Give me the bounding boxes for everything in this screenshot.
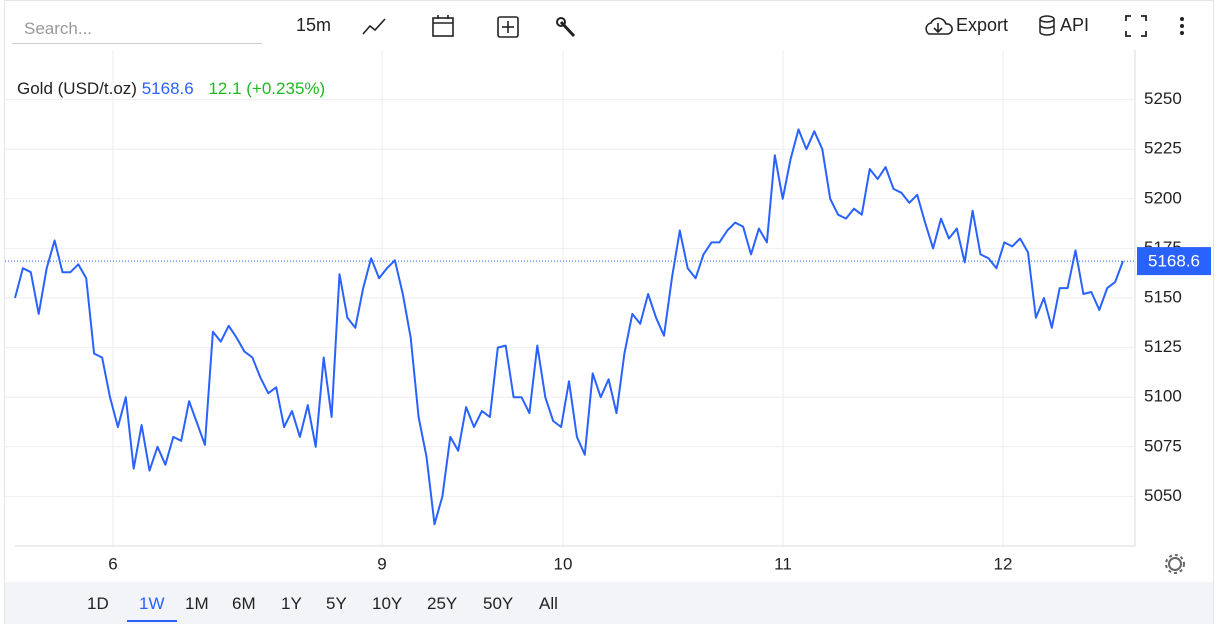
- gear-icon[interactable]: [1165, 554, 1185, 574]
- range-button[interactable]: 50Y: [483, 594, 514, 613]
- search-box[interactable]: Search...: [12, 14, 262, 44]
- window-icons: [1125, 15, 1184, 37]
- api-icon[interactable]: [1038, 14, 1058, 38]
- tool-icons: [362, 15, 576, 38]
- y-tick-label: 5150: [1144, 287, 1182, 306]
- api-button[interactable]: API: [1060, 15, 1090, 35]
- y-tick-label: 5200: [1144, 188, 1182, 207]
- add-indicator-icon[interactable]: [497, 16, 519, 38]
- range-button[interactable]: 1M: [185, 594, 209, 613]
- x-tick-label: 6: [108, 554, 117, 573]
- range-button[interactable]: All: [539, 594, 558, 613]
- range-button[interactable]: 1D: [87, 594, 109, 613]
- range-button[interactable]: 25Y: [427, 594, 458, 613]
- export-button[interactable]: Export: [956, 15, 1009, 35]
- y-tick-label: 5225: [1144, 139, 1182, 158]
- price-line: [14, 128, 1124, 526]
- x-tick-label: 12: [994, 554, 1013, 573]
- fullscreen-icon[interactable]: [1125, 15, 1147, 37]
- range-button[interactable]: 6M: [232, 594, 256, 613]
- legend: Gold (USD/t.oz) 5168.6 12.1 (+0.235%): [17, 79, 325, 99]
- x-tick-label: 11: [774, 554, 792, 573]
- export-icon[interactable]: [922, 14, 956, 40]
- settings-wrench-icon[interactable]: [556, 17, 576, 38]
- range-bar: 1D 1W 1M 6M 1Y 5Y 10Y 25Y 50Y All: [5, 582, 1213, 624]
- interval[interactable]: 15m: [296, 15, 332, 35]
- y-tick-label: 5125: [1144, 337, 1182, 356]
- last-price-badge: [1137, 247, 1211, 276]
- calendar-icon[interactable]: [432, 15, 454, 37]
- x-tick-label: 10: [554, 554, 573, 573]
- toolbar: Search... 15m Export API: [0, 0, 1216, 50]
- range-button[interactable]: 1W: [127, 594, 177, 622]
- range-button[interactable]: 10Y: [372, 594, 403, 613]
- range-button[interactable]: 5Y: [326, 594, 347, 613]
- chart: 5050507551005125515051755200522552506910…: [5, 50, 1211, 574]
- last-price-badge-label: 5168.6: [1148, 252, 1200, 271]
- y-tick-label: 5100: [1144, 387, 1182, 406]
- y-tick-label: 5050: [1144, 486, 1182, 505]
- more-menu-icon[interactable]: [1180, 17, 1184, 35]
- chart-type-icon[interactable]: [362, 18, 386, 35]
- instrument-name: Gold (USD/t.oz): [17, 79, 137, 98]
- last-price: 5168.6: [141, 79, 194, 98]
- x-tick-label: 9: [377, 554, 386, 573]
- y-tick-label: 5250: [1144, 89, 1182, 108]
- range-button[interactable]: 1Y: [281, 594, 302, 613]
- price-change: 12.1 (+0.235%): [208, 79, 326, 98]
- y-tick-label: 5075: [1144, 436, 1182, 455]
